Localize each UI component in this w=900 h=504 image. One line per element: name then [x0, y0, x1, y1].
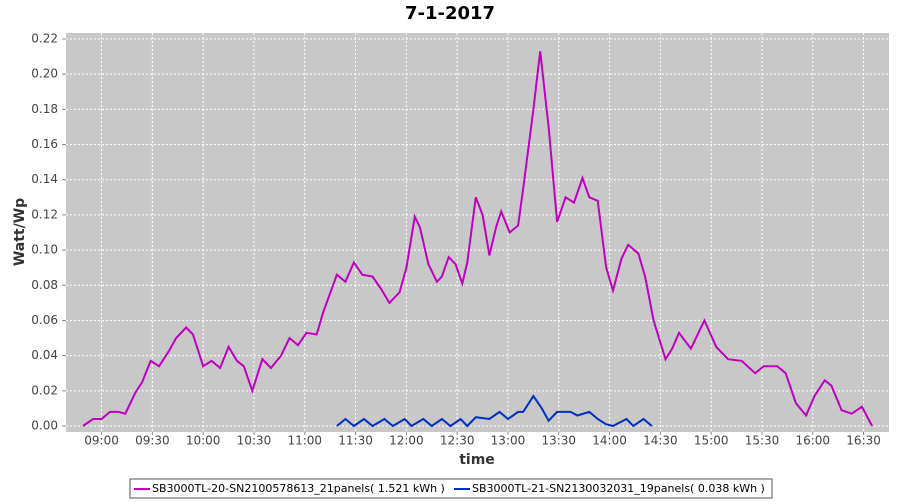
y-tick-label: 0.02	[31, 383, 58, 397]
series-line	[336, 394, 653, 428]
legend	[129, 478, 773, 499]
x-tick-label: 09:00	[84, 434, 119, 448]
x-tick-label: 16:30	[846, 434, 881, 448]
x-axis-label: time	[459, 452, 495, 468]
y-tick-label: 0.12	[31, 207, 58, 221]
y-tick-label: 0.22	[31, 31, 58, 45]
x-tick-label: 12:00	[389, 434, 424, 448]
legend-label: SB3000TL-20-SN2100578613_21panels( 1.521…	[152, 482, 445, 495]
x-tick-label: 13:30	[541, 434, 576, 448]
x-tick-label: 13:00	[491, 434, 526, 448]
plot-area	[66, 33, 889, 432]
legend-label: SB3000TL-21-SN2130032031_19panels( 0.038…	[472, 482, 765, 495]
x-tick-label: 12:30	[440, 434, 475, 448]
y-tick-label: 0.06	[31, 313, 58, 327]
y-tick-label: 0.10	[31, 243, 58, 257]
y-tick-label: 0.04	[31, 348, 58, 362]
y-tick-label: 0.14	[31, 172, 58, 186]
x-tick-label: 15:30	[745, 434, 780, 448]
x-tick-label: 14:30	[643, 434, 678, 448]
y-tick-label: 0.00	[31, 419, 58, 433]
x-tick-label: 16:00	[795, 434, 830, 448]
y-tick-label: 0.20	[31, 67, 58, 81]
chart-title: 7-1-2017	[405, 3, 495, 24]
x-tick-label: 11:00	[287, 434, 322, 448]
x-tick-label: 14:00	[592, 434, 627, 448]
x-tick-label: 09:30	[135, 434, 170, 448]
y-tick-label: 0.16	[31, 137, 58, 151]
x-tick-label: 10:00	[186, 434, 221, 448]
y-tick-label: 0.08	[31, 278, 58, 292]
y-axis-label: Watt/Wp	[12, 198, 28, 266]
series-line	[82, 51, 873, 427]
x-tick-label: 11:30	[338, 434, 373, 448]
x-tick-label: 10:30	[237, 434, 272, 448]
x-tick-label: 15:00	[694, 434, 729, 448]
y-tick-label: 0.18	[31, 102, 58, 116]
